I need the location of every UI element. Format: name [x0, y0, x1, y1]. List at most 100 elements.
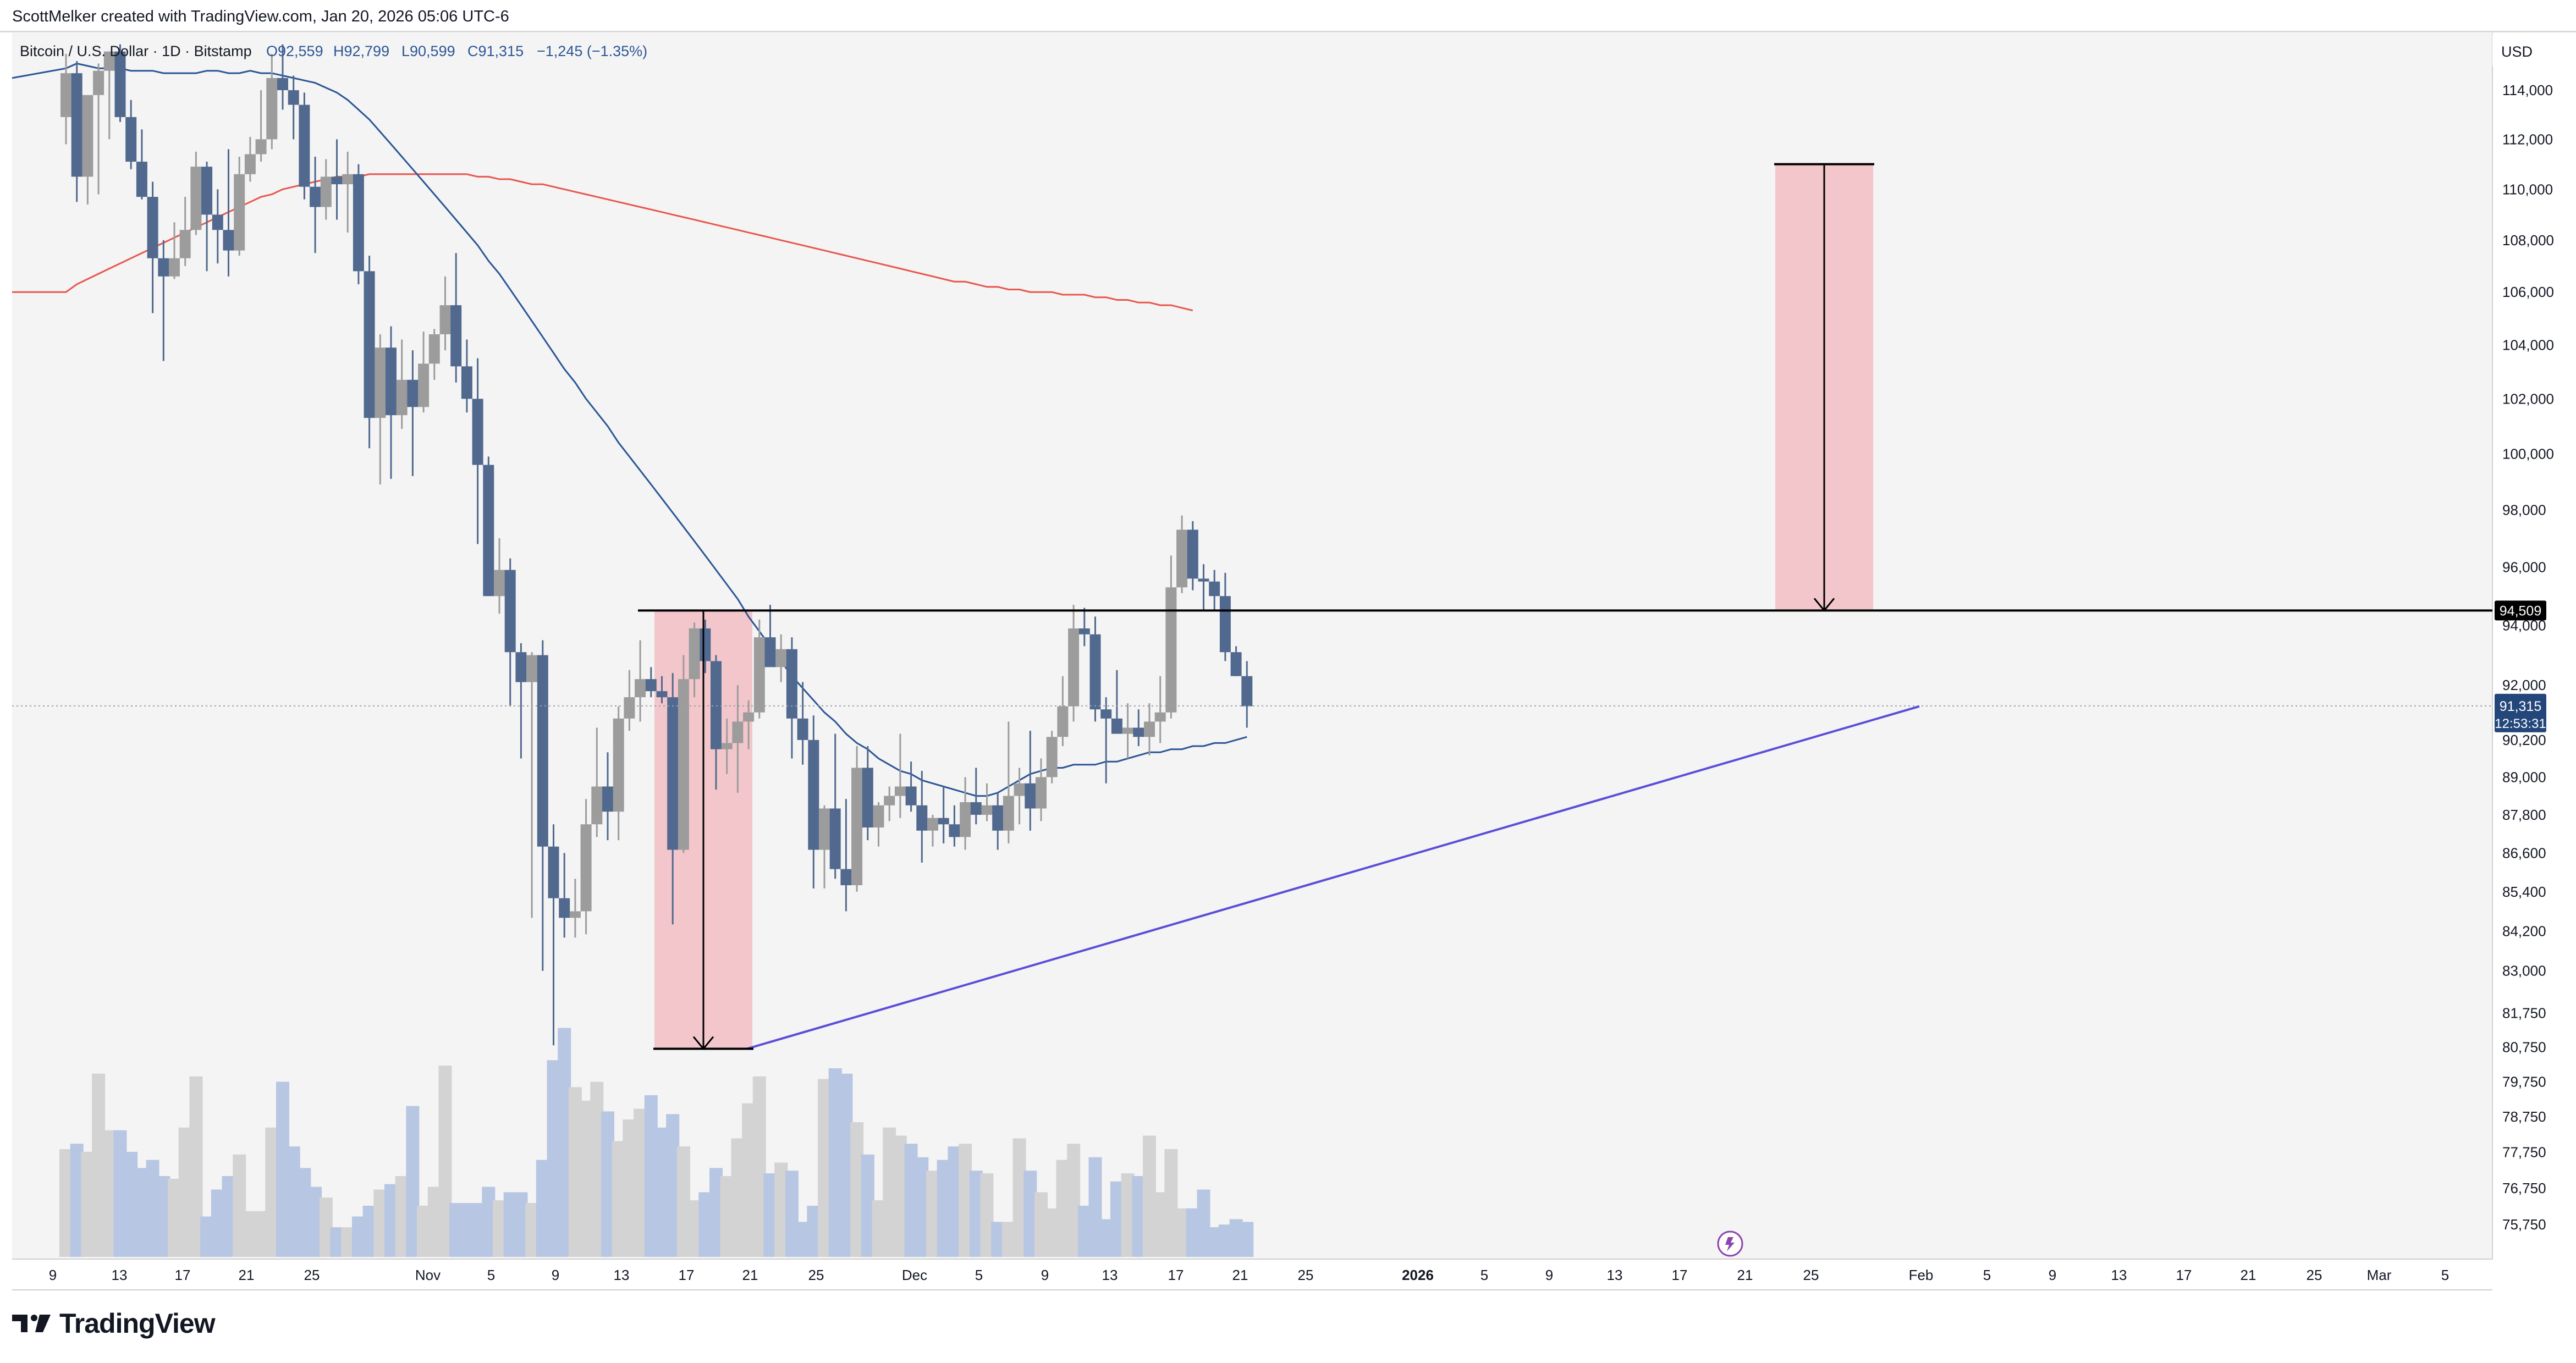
- candle-body: [299, 104, 310, 187]
- candle-body: [331, 176, 343, 185]
- y-tick-label: 108,000: [2502, 232, 2554, 249]
- candle-body: [775, 649, 787, 667]
- x-tick-label: 21: [2241, 1267, 2256, 1283]
- candle-body: [764, 637, 776, 667]
- candle-body: [851, 768, 863, 886]
- candle-body: [949, 824, 960, 837]
- x-tick-label: 13: [614, 1267, 630, 1283]
- candle-body: [483, 465, 494, 597]
- candle-body: [580, 824, 592, 912]
- candle-body: [1089, 634, 1101, 710]
- x-tick-label: 9: [1041, 1267, 1049, 1283]
- candle-body: [472, 399, 483, 465]
- y-tick-label: 89,000: [2502, 769, 2546, 785]
- y-tick-label: 77,750: [2502, 1144, 2546, 1160]
- x-tick-label: 17: [175, 1267, 191, 1283]
- y-tick-label: 98,000: [2502, 501, 2546, 518]
- annotation-lines: [12, 163, 2492, 1050]
- drawing-tool-icon[interactable]: [1717, 1230, 1743, 1257]
- volume-bar: [1240, 1222, 1254, 1257]
- tradingview-logo-icon: [12, 1315, 51, 1332]
- x-tick-label: 25: [808, 1267, 824, 1283]
- candle-body: [840, 869, 852, 886]
- y-tick-label: 76,750: [2502, 1180, 2546, 1196]
- candle-body: [212, 214, 223, 230]
- candle-body: [1219, 596, 1231, 653]
- y-tick-label: 84,200: [2502, 923, 2546, 939]
- candle-body: [916, 805, 928, 831]
- candle-body: [158, 258, 169, 277]
- candle-body: [201, 167, 213, 215]
- last-price-label: 91,315: [2500, 699, 2541, 714]
- candle-body: [797, 718, 808, 740]
- candle-body: [624, 697, 635, 719]
- x-tick-label: 21: [1232, 1267, 1248, 1283]
- x-tick-label: Dec: [902, 1267, 927, 1283]
- x-tick-label: 9: [49, 1267, 57, 1283]
- candle-body: [234, 174, 245, 251]
- candle-body: [559, 898, 570, 918]
- candle-body: [569, 911, 581, 918]
- candle-body: [1176, 529, 1188, 588]
- candle-body: [450, 305, 462, 367]
- candle-body: [1036, 777, 1047, 809]
- candle-body: [526, 655, 538, 682]
- x-tick-label: Nov: [415, 1267, 441, 1283]
- legend-change: −1,245 (−1.35%): [537, 43, 647, 59]
- x-tick-label: 9: [1545, 1267, 1553, 1283]
- candle-body: [310, 186, 321, 207]
- candle-body: [125, 117, 137, 162]
- candle-body: [1078, 628, 1090, 634]
- candle-body: [938, 818, 949, 825]
- candle-body: [320, 176, 332, 207]
- x-tick-label: 21: [1737, 1267, 1753, 1283]
- candle-body: [981, 805, 993, 815]
- candle-body: [60, 73, 71, 117]
- candle-body: [1003, 796, 1014, 831]
- y-tick-label: 78,750: [2502, 1108, 2546, 1125]
- y-tick-label: 96,000: [2502, 559, 2546, 575]
- y-tick-label: 106,000: [2502, 284, 2554, 300]
- x-tick-label: 21: [239, 1267, 255, 1283]
- y-tick-label: 104,000: [2502, 336, 2554, 353]
- candle-body: [743, 712, 755, 722]
- x-tick-label: Feb: [1909, 1267, 1934, 1283]
- candle-body: [461, 366, 472, 399]
- candle-body: [992, 805, 1004, 831]
- candle-body: [342, 174, 354, 185]
- x-tick-label: 17: [679, 1267, 695, 1283]
- candle-body: [786, 649, 797, 719]
- candle-body: [418, 363, 430, 407]
- candle-body: [721, 743, 733, 749]
- candle-body: [1111, 718, 1122, 734]
- brand-footer[interactable]: TradingView: [12, 1307, 216, 1339]
- x-tick-label: 5: [487, 1267, 495, 1283]
- y-tick-label: 86,600: [2502, 845, 2546, 861]
- candle-body: [1198, 578, 1209, 582]
- candle-body: [829, 808, 841, 869]
- candle-body: [169, 258, 180, 277]
- candle-body: [548, 846, 559, 898]
- legend-symbol: Bitcoin / U.S. Dollar · 1D · Bitstamp: [20, 43, 252, 59]
- currency-box[interactable]: [2492, 34, 2558, 66]
- price-tags: 94,509 91,315 12:53:31: [2495, 600, 2546, 732]
- candle-body: [645, 679, 657, 692]
- currency-label[interactable]: USD: [2501, 43, 2533, 60]
- candle-body: [407, 379, 419, 407]
- candle-body: [635, 679, 646, 698]
- candle-body: [732, 721, 744, 743]
- candle-body: [504, 570, 516, 653]
- candle-body: [873, 805, 884, 827]
- x-tick-label: 9: [2049, 1267, 2056, 1283]
- x-tick-label: 5: [1480, 1267, 1488, 1283]
- volume-bars: [59, 1028, 1254, 1257]
- candle-body: [494, 570, 505, 597]
- y-axis-ticks: 75,750 76,750 77,750 78,750 79,750 80,750 81,7…: [2492, 33, 2554, 1259]
- x-tick-label: 5: [975, 1267, 983, 1283]
- candle-body: [277, 78, 288, 90]
- x-tick-label: 25: [304, 1267, 320, 1283]
- candle-body: [353, 174, 364, 272]
- header-divider: [0, 31, 2576, 32]
- volume-bar: [558, 1028, 571, 1257]
